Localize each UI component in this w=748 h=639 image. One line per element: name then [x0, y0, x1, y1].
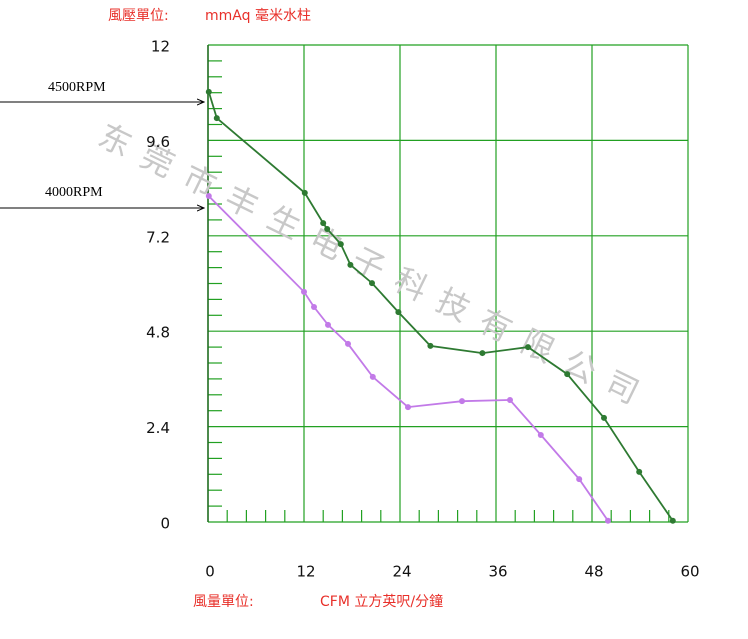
data-point	[395, 309, 402, 316]
data-point	[405, 404, 411, 411]
data-point	[479, 350, 486, 357]
data-point	[320, 220, 327, 227]
data-point	[301, 288, 307, 295]
data-point	[576, 476, 583, 483]
data-point	[347, 261, 354, 268]
series-annotation: 4500RPM	[48, 80, 106, 95]
data-point	[601, 414, 607, 421]
data-point	[537, 431, 544, 438]
data-point	[459, 398, 465, 405]
x-tick-label: 24	[392, 563, 411, 581]
data-point	[337, 241, 344, 248]
y-tick-label: 4.8	[146, 324, 170, 342]
y-tick-label: 7.2	[146, 228, 170, 246]
series-line	[207, 91, 674, 522]
data-point	[324, 226, 331, 233]
x-axis-title: CFM 立方英呎/分鐘	[320, 593, 443, 610]
y-tick-label: 0	[160, 515, 170, 533]
data-point	[369, 373, 376, 380]
y-tick-label: 12	[151, 38, 170, 56]
data-point	[205, 193, 212, 200]
x-tick-label: 60	[680, 563, 699, 581]
data-point	[605, 517, 611, 524]
data-point	[345, 340, 351, 347]
x-tick-label: 12	[296, 563, 315, 581]
data-point	[669, 517, 676, 524]
x-tick-label: 48	[584, 563, 603, 581]
x-tick-label: 36	[488, 563, 507, 581]
data-point	[311, 303, 317, 310]
data-point	[427, 342, 434, 349]
y-tick-label: 2.4	[146, 419, 170, 437]
data-point	[213, 115, 220, 122]
series-annotation: 4000RPM	[45, 185, 103, 200]
data-point	[205, 88, 212, 95]
data-point	[301, 189, 308, 196]
watermark: 东莞市丰生电子科技有限公司	[93, 116, 659, 418]
x-unit-label: 風量單位:	[193, 594, 254, 610]
y-tick-label: 9.6	[146, 133, 170, 151]
data-point	[525, 344, 531, 351]
data-point	[325, 321, 331, 328]
y-axis-title: mmAq 毫米水柱	[205, 7, 311, 24]
y-unit-label: 風壓單位:	[108, 8, 169, 24]
data-point	[636, 468, 643, 475]
x-tick-label: 0	[205, 563, 215, 581]
data-point	[564, 371, 571, 378]
data-point	[369, 280, 375, 287]
data-point	[507, 396, 513, 403]
